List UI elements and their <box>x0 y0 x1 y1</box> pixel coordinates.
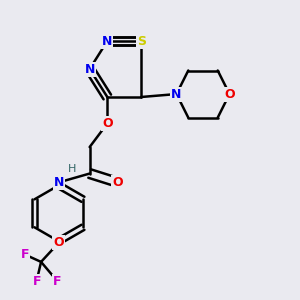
Text: O: O <box>224 88 235 100</box>
Text: O: O <box>112 176 123 189</box>
Text: O: O <box>102 117 112 130</box>
Text: F: F <box>32 274 41 287</box>
Text: N: N <box>102 34 112 48</box>
Text: F: F <box>21 248 29 261</box>
Text: H: H <box>68 164 76 174</box>
Text: S: S <box>137 34 146 48</box>
Text: N: N <box>171 88 182 100</box>
Text: F: F <box>53 274 61 287</box>
Text: N: N <box>85 62 95 76</box>
Text: O: O <box>53 236 64 249</box>
Text: N: N <box>53 176 64 189</box>
